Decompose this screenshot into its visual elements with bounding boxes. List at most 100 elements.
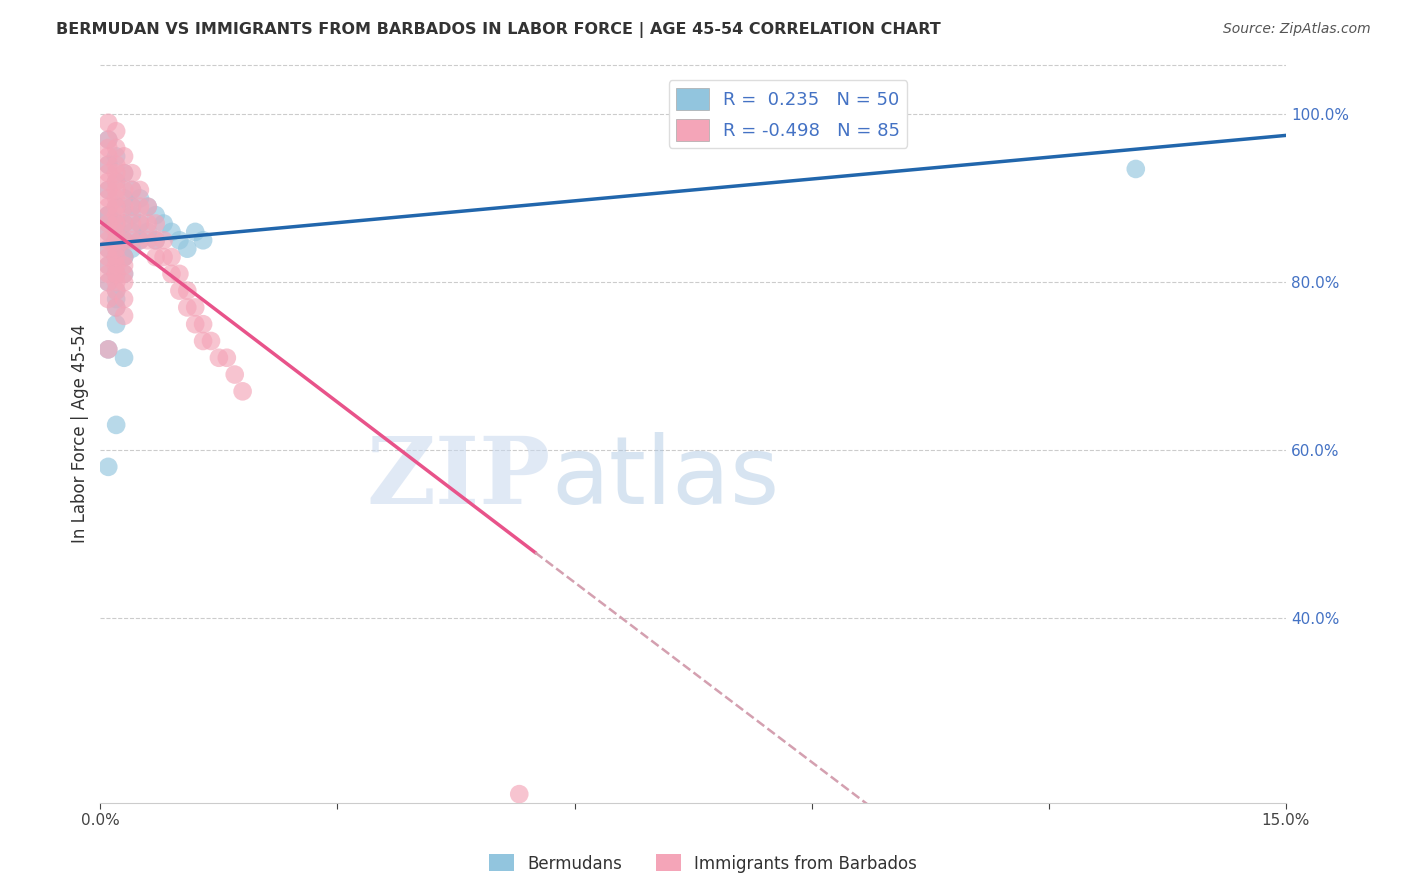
Point [97, 275, 120, 289]
Point [105, 208, 128, 222]
Point [97, 242, 120, 256]
Point [152, 250, 174, 264]
Point [112, 309, 135, 323]
Point [215, 351, 238, 365]
Y-axis label: In Labor Force | Age 45-54: In Labor Force | Age 45-54 [72, 324, 89, 543]
Point [105, 233, 128, 247]
Legend: Bermudans, Immigrants from Barbados: Bermudans, Immigrants from Barbados [482, 847, 924, 880]
Point [112, 250, 135, 264]
Point [97, 292, 120, 306]
Point [105, 284, 128, 298]
Point [191, 233, 214, 247]
Point [112, 200, 135, 214]
Point [97, 132, 120, 146]
Point [105, 175, 128, 189]
Point [97, 233, 120, 247]
Point [112, 250, 135, 264]
Text: BERMUDAN VS IMMIGRANTS FROM BARBADOS IN LABOR FORCE | AGE 45-54 CORRELATION CHAR: BERMUDAN VS IMMIGRANTS FROM BARBADOS IN … [56, 22, 941, 38]
Point [128, 233, 150, 247]
Point [97, 191, 120, 205]
Point [97, 275, 120, 289]
Point [184, 301, 207, 315]
Point [112, 292, 135, 306]
Point [105, 317, 128, 331]
Point [105, 275, 128, 289]
Point [105, 292, 128, 306]
Point [105, 284, 128, 298]
Point [224, 368, 246, 382]
Point [97, 343, 120, 357]
Point [112, 275, 135, 289]
Point [112, 351, 135, 365]
Point [105, 250, 128, 264]
Point [176, 301, 198, 315]
Point [176, 284, 198, 298]
Point [112, 233, 135, 247]
Point [105, 183, 128, 197]
Point [121, 200, 143, 214]
Point [97, 459, 120, 474]
Point [121, 183, 143, 197]
Point [136, 225, 159, 239]
Point [112, 166, 135, 180]
Point [97, 116, 120, 130]
Point [105, 200, 128, 214]
Point [112, 233, 135, 247]
Point [105, 301, 128, 315]
Legend: R =  0.235   N = 50, R = -0.498   N = 85: R = 0.235 N = 50, R = -0.498 N = 85 [669, 80, 907, 148]
Point [169, 267, 191, 281]
Point [97, 259, 120, 273]
Point [152, 217, 174, 231]
Point [160, 250, 183, 264]
Point [112, 149, 135, 163]
Point [97, 132, 120, 146]
Point [97, 225, 120, 239]
Text: ZIP: ZIP [367, 433, 551, 523]
Point [112, 267, 135, 281]
Point [128, 200, 150, 214]
Point [160, 225, 183, 239]
Point [105, 191, 128, 205]
Point [136, 200, 159, 214]
Point [105, 250, 128, 264]
Point [97, 208, 120, 222]
Point [97, 175, 120, 189]
Point [121, 208, 143, 222]
Point [97, 141, 120, 155]
Point [112, 217, 135, 231]
Point [121, 233, 143, 247]
Point [105, 225, 128, 239]
Point [128, 217, 150, 231]
Point [112, 267, 135, 281]
Point [97, 267, 120, 281]
Point [121, 225, 143, 239]
Point [128, 183, 150, 197]
Point [105, 242, 128, 256]
Point [97, 158, 120, 172]
Point [97, 183, 120, 197]
Point [121, 242, 143, 256]
Point [191, 334, 214, 348]
Point [105, 233, 128, 247]
Point [105, 149, 128, 163]
Point [112, 166, 135, 180]
Text: Source: ZipAtlas.com: Source: ZipAtlas.com [1223, 22, 1371, 37]
Point [105, 158, 128, 172]
Point [169, 284, 191, 298]
Point [105, 417, 128, 432]
Point [97, 166, 120, 180]
Point [97, 250, 120, 264]
Point [105, 267, 128, 281]
Point [105, 175, 128, 189]
Point [136, 233, 159, 247]
Point [97, 158, 120, 172]
Point [105, 301, 128, 315]
Point [97, 217, 120, 231]
Point [200, 334, 222, 348]
Point [105, 200, 128, 214]
Point [97, 225, 120, 239]
Point [184, 225, 207, 239]
Point [97, 259, 120, 273]
Point [112, 183, 135, 197]
Point [160, 267, 183, 281]
